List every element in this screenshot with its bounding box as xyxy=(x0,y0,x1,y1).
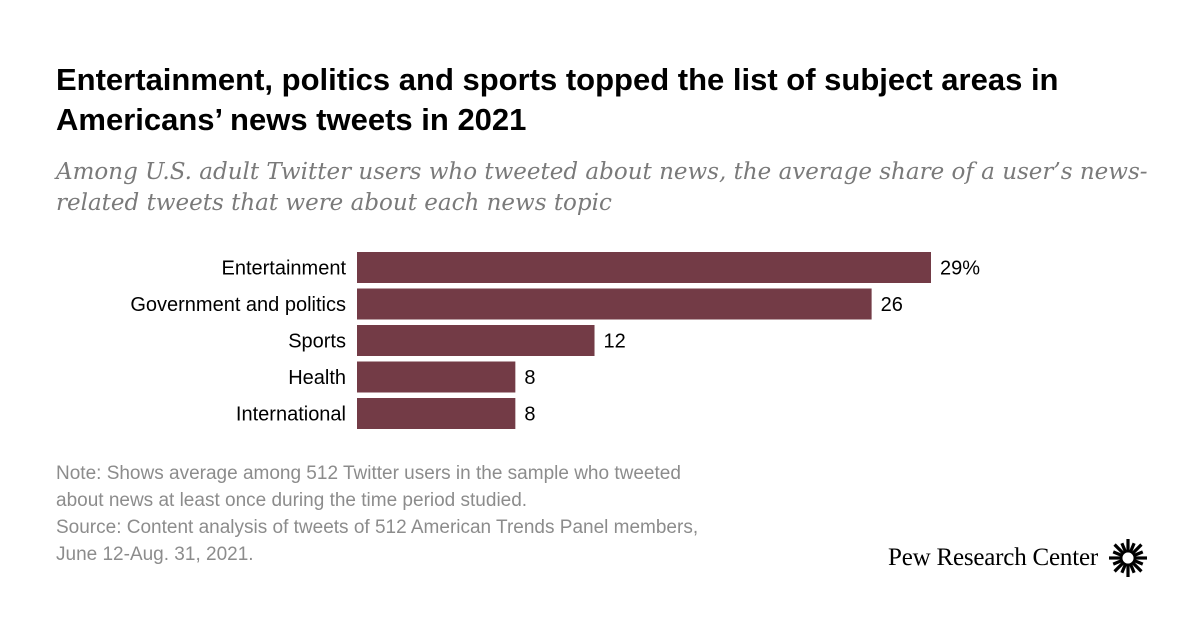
bar xyxy=(357,325,595,356)
value-label: 8 xyxy=(524,404,535,426)
sunburst-ray xyxy=(1113,560,1126,573)
sunburst-ray xyxy=(1120,542,1128,554)
value-label: 8 xyxy=(524,367,535,389)
category-label: Sports xyxy=(288,331,346,353)
bar xyxy=(357,361,516,393)
chart-notes: Note: Shows average among 512 Twitter us… xyxy=(56,460,816,568)
sunburst-ray xyxy=(1113,543,1126,556)
logo-text: Pew Research Center xyxy=(887,544,1098,571)
sunburst-ray xyxy=(1130,543,1143,556)
bar-chart: Entertainment 29% Government and politics 2… xyxy=(130,252,980,429)
category-label: International xyxy=(236,404,346,426)
chart-title: Entertainment, politics and sports toppe… xyxy=(56,62,1059,137)
sunburst-ray xyxy=(1128,542,1136,554)
category-label: Entertainment xyxy=(221,258,346,280)
sunburst-ray xyxy=(1112,550,1124,558)
sunburst-ray xyxy=(1128,562,1136,574)
bar xyxy=(357,288,872,320)
note-line-2: about news at least once during the time… xyxy=(56,490,528,511)
source-line-2: June 12-Aug. 31, 2021. xyxy=(56,544,254,565)
bar xyxy=(357,252,931,283)
pew-logo: Pew Research Center xyxy=(888,538,1148,578)
sunburst-ray xyxy=(1132,558,1144,566)
chart-subtitle: Among U.S. adult Twitter users who tweet… xyxy=(56,159,1148,216)
sunburst-ray xyxy=(1132,550,1144,558)
bar xyxy=(357,398,516,429)
value-label: 26 xyxy=(881,294,903,316)
source-line-1: Source: Content analysis of tweets of 51… xyxy=(56,517,699,538)
sunburst-ray xyxy=(1112,558,1124,566)
pew-sunburst-icon xyxy=(1109,539,1147,577)
value-label: 29% xyxy=(940,258,980,280)
note-line-1: Note: Shows average among 512 Twitter us… xyxy=(56,463,681,484)
value-label: 12 xyxy=(604,331,626,353)
sunburst-ray xyxy=(1130,560,1143,573)
sunburst-ray xyxy=(1120,562,1128,574)
category-label: Government and politics xyxy=(130,294,346,316)
category-label: Health xyxy=(288,367,346,389)
